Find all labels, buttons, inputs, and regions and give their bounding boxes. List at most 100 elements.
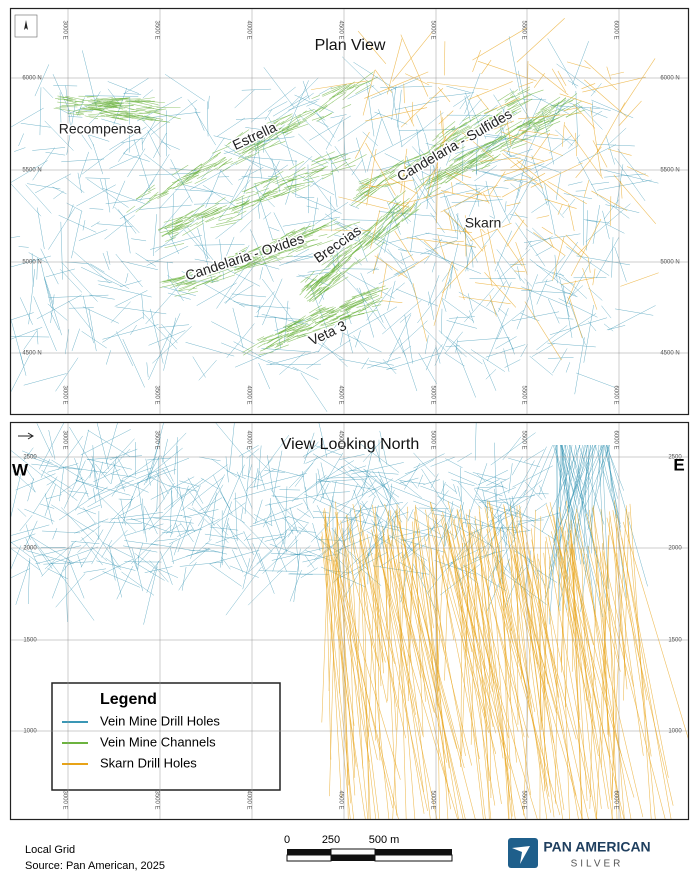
trace: [566, 246, 610, 276]
trace: [50, 294, 55, 323]
trace: [607, 148, 632, 156]
trace: [353, 335, 369, 353]
trace: [77, 504, 101, 515]
trace: [146, 245, 189, 266]
trace: [424, 238, 443, 264]
trace: [625, 505, 656, 819]
trace: [143, 566, 158, 625]
trace: [384, 170, 406, 182]
trace: [477, 141, 495, 150]
trace: [404, 204, 416, 217]
trace: [552, 236, 565, 281]
trace: [344, 154, 367, 167]
trace: [210, 257, 232, 266]
trace: [195, 538, 212, 554]
trace: [133, 139, 151, 191]
trace: [287, 327, 313, 338]
trace: [310, 272, 329, 288]
trace: [374, 69, 393, 94]
trace: [44, 276, 54, 304]
trace: [159, 485, 165, 500]
trace: [515, 121, 536, 129]
trace: [583, 219, 599, 223]
trace: [413, 453, 445, 469]
trace: [428, 291, 435, 320]
trace: [142, 312, 178, 350]
trace: [484, 477, 510, 492]
trace: [614, 308, 654, 316]
trace: [39, 503, 55, 509]
trace: [554, 529, 560, 804]
trace: [84, 115, 99, 120]
trace: [231, 549, 244, 573]
trace: [20, 122, 51, 128]
trace: [490, 432, 536, 466]
trace: [453, 94, 471, 107]
trace: [123, 93, 142, 95]
trace: [36, 207, 45, 250]
trace: [137, 468, 168, 484]
trace: [306, 339, 351, 369]
trace: [256, 198, 265, 202]
trace: [555, 444, 558, 568]
trace: [332, 274, 341, 284]
trace: [159, 178, 181, 196]
trace: [460, 467, 462, 503]
trace: [390, 282, 405, 295]
trace: [114, 290, 148, 307]
trace: [333, 244, 352, 257]
trace: [32, 457, 58, 467]
trace: [263, 67, 295, 108]
trace: [443, 548, 497, 734]
trace: [332, 92, 346, 103]
trace: [175, 280, 196, 287]
trace: [475, 282, 532, 291]
trace: [338, 358, 397, 370]
trace: [307, 543, 337, 568]
trace: [28, 269, 36, 325]
trace: [363, 194, 410, 208]
trace: [559, 545, 625, 819]
trace: [267, 128, 279, 135]
trace: [232, 307, 244, 349]
elevation-label: 2500: [23, 455, 37, 461]
trace: [481, 153, 501, 170]
trace: [389, 177, 418, 194]
trace: [418, 352, 437, 385]
trace: [523, 509, 536, 816]
trace: [308, 162, 328, 171]
trace: [503, 150, 512, 158]
trace: [394, 230, 414, 261]
easting-label: 4000 E: [245, 790, 251, 809]
trace: [368, 215, 383, 231]
trace: [453, 518, 487, 720]
trace: [587, 257, 591, 273]
trace: [144, 108, 167, 112]
trace: [404, 107, 415, 127]
trace: [176, 278, 191, 285]
trace: [19, 515, 33, 532]
trace: [296, 508, 311, 518]
trace: [568, 203, 575, 232]
trace: [51, 542, 74, 599]
trace: [419, 181, 462, 205]
trace: [290, 553, 316, 557]
trace: [380, 225, 401, 239]
trace: [560, 444, 582, 565]
trace: [477, 469, 508, 486]
trace: [252, 247, 260, 252]
trace: [204, 474, 225, 513]
trace: [343, 538, 380, 819]
trace: [565, 105, 583, 118]
trace: [74, 107, 101, 112]
trace: [442, 117, 444, 138]
trace: [284, 319, 305, 328]
trace: [427, 252, 482, 274]
trace: [395, 558, 450, 792]
trace: [320, 318, 339, 326]
trace: [382, 536, 437, 718]
trace: [172, 178, 189, 190]
trace: [514, 212, 528, 228]
trace: [362, 285, 386, 295]
trace: [379, 257, 393, 271]
